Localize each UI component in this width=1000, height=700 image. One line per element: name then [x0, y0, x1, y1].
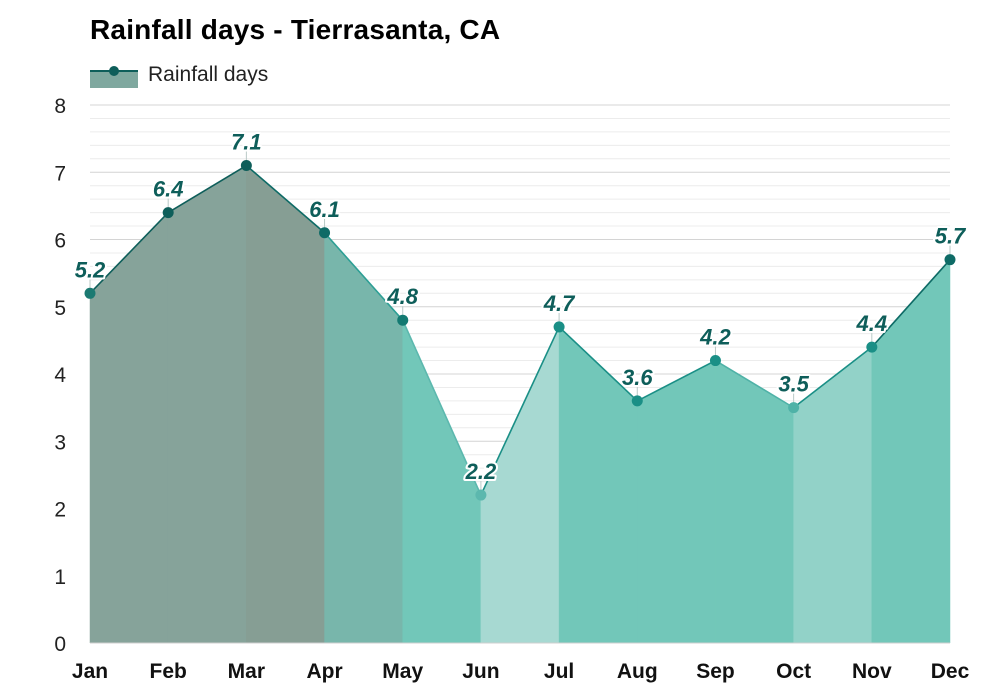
- data-point-sep: [709, 355, 721, 367]
- area-segment-mar: [246, 164, 325, 644]
- y-tick-label: 7: [54, 162, 66, 185]
- y-tick-label: 0: [54, 633, 66, 656]
- data-label-aug: 3.6: [622, 365, 653, 390]
- data-label-sep: 4.2: [699, 325, 731, 350]
- data-point-nov: [866, 341, 878, 353]
- data-label-jan: 5.2: [75, 257, 106, 282]
- line-segment-sep: [715, 359, 795, 409]
- data-label-may: 4.8: [386, 284, 418, 309]
- data-point-mar: [240, 160, 252, 172]
- data-point-oct: [788, 402, 800, 414]
- data-point-dec: [944, 254, 956, 266]
- line-segment-mar: [245, 164, 326, 234]
- data-point-aug: [631, 395, 643, 407]
- data-point-jun: [475, 489, 487, 501]
- line-segment-jan: [89, 212, 169, 294]
- x-tick-label: Dec: [931, 660, 970, 683]
- data-label-mar: 7.1: [231, 130, 262, 155]
- data-label-jun: 2.2: [465, 459, 497, 484]
- line-segment-feb: [167, 164, 247, 214]
- data-label-jul: 4.7: [543, 291, 576, 316]
- area-segment-aug: [637, 360, 716, 644]
- y-tick-label: 8: [54, 95, 66, 118]
- x-tick-label: Mar: [228, 660, 265, 683]
- line-segment-oct: [793, 346, 873, 409]
- x-tick-label: May: [382, 660, 423, 683]
- data-point-feb: [162, 207, 174, 219]
- y-tick-label: 5: [54, 297, 66, 320]
- legend-swatch: [90, 66, 138, 88]
- x-tick-label: Jul: [544, 660, 574, 683]
- x-tick-label: Jun: [462, 660, 499, 683]
- chart-title: Rainfall days - Tierrasanta, CA: [90, 14, 501, 45]
- line-segment-jul: [558, 326, 638, 402]
- area-segment-feb: [167, 165, 247, 644]
- line-segment-nov: [871, 259, 951, 348]
- data-point-jul: [553, 321, 565, 333]
- data-label-feb: 6.4: [153, 177, 184, 202]
- x-tick-label: Apr: [306, 660, 342, 683]
- x-tick-label: Aug: [617, 660, 658, 683]
- y-tick-label: 6: [54, 230, 66, 253]
- line-segment-jun: [480, 326, 560, 496]
- y-tick-label: 2: [54, 499, 66, 522]
- y-tick-label: 1: [54, 566, 66, 589]
- data-label-nov: 4.4: [856, 311, 888, 336]
- data-point-apr: [319, 227, 331, 239]
- x-tick-label: Jan: [72, 660, 108, 683]
- x-tick-label: Sep: [696, 660, 735, 683]
- y-tick-label: 3: [54, 431, 66, 454]
- data-point-jan: [84, 287, 96, 299]
- data-point-may: [397, 314, 409, 326]
- line-segment-may: [401, 319, 482, 496]
- x-tick-label: Oct: [776, 660, 811, 683]
- y-tick-label: 4: [54, 364, 66, 387]
- area-segment-sep: [715, 360, 794, 644]
- data-label-dec: 5.7: [935, 224, 967, 249]
- x-tick-label: Feb: [150, 660, 187, 683]
- data-label-oct: 3.5: [778, 372, 809, 397]
- data-label-apr: 6.1: [309, 197, 340, 222]
- x-tick-label: Nov: [852, 660, 892, 683]
- legend[interactable]: Rainfall days: [90, 60, 268, 90]
- legend-label: Rainfall days: [148, 63, 269, 86]
- line-segment-aug: [636, 359, 716, 402]
- line-segment-apr: [323, 232, 404, 321]
